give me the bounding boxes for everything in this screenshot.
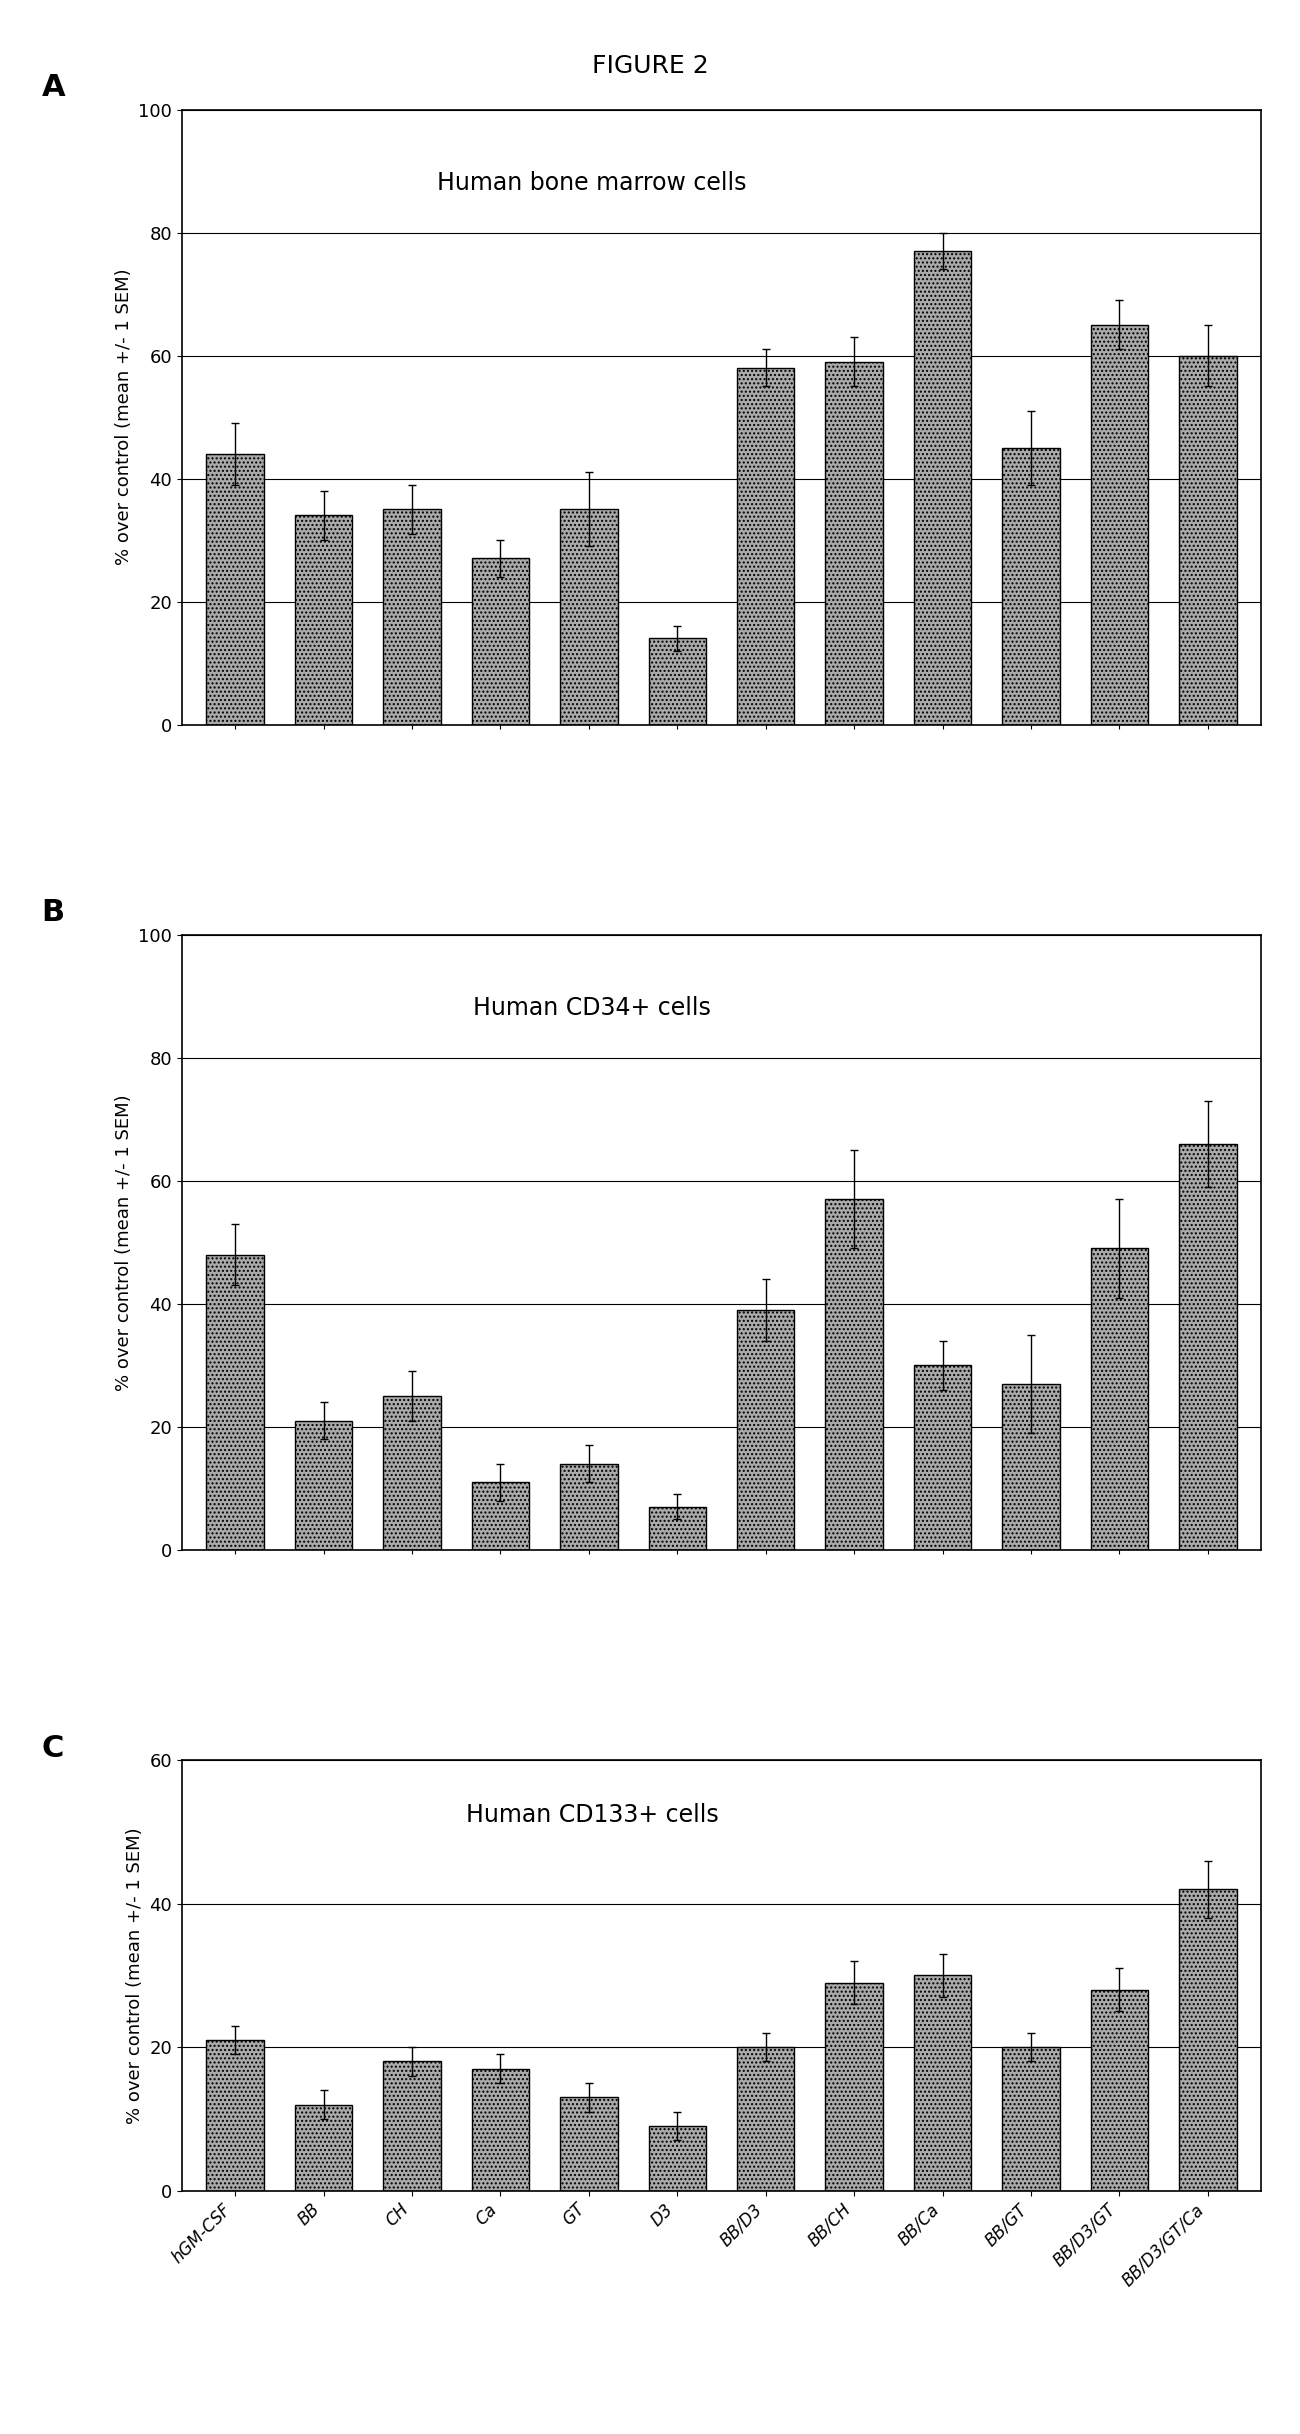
Bar (295, 516, 352, 725)
Bar (295, 1421, 352, 1550)
Bar (207, 453, 264, 725)
Y-axis label: % over control (mean +/- 1 SEM): % over control (mean +/- 1 SEM) (126, 1828, 144, 2125)
Bar (560, 1463, 617, 1550)
Bar (1002, 448, 1060, 725)
Bar (826, 363, 883, 725)
Bar (826, 1984, 883, 2191)
Bar (384, 1397, 441, 1550)
Bar (472, 1482, 529, 1550)
Bar (649, 638, 706, 725)
Bar (737, 1309, 794, 1550)
Bar (1091, 1989, 1148, 2191)
Y-axis label: % over control (mean +/- 1 SEM): % over control (mean +/- 1 SEM) (114, 1093, 133, 1390)
Bar (295, 2105, 352, 2191)
Text: Human CD34+ cells: Human CD34+ cells (473, 996, 711, 1020)
Text: Human CD133+ cells: Human CD133+ cells (465, 1804, 719, 1828)
Bar (207, 2040, 264, 2191)
Text: C: C (42, 1735, 64, 1762)
Text: FIGURE 2: FIGURE 2 (592, 54, 708, 78)
Bar (914, 1976, 971, 2191)
Bar (914, 1365, 971, 1550)
Bar (1091, 1249, 1148, 1550)
Bar (560, 509, 617, 725)
Bar (1091, 324, 1148, 725)
Text: Human bone marrow cells: Human bone marrow cells (437, 170, 746, 195)
Bar (1179, 355, 1236, 725)
Bar (826, 1200, 883, 1550)
Bar (914, 251, 971, 725)
Bar (1179, 1144, 1236, 1550)
Bar (384, 509, 441, 725)
Text: A: A (42, 73, 65, 102)
Bar (472, 2069, 529, 2191)
Bar (649, 2125, 706, 2191)
Bar (1179, 1889, 1236, 2191)
Bar (207, 1254, 264, 1550)
Bar (472, 557, 529, 725)
Bar (649, 1507, 706, 1550)
Bar (560, 2098, 617, 2191)
Bar (1002, 2047, 1060, 2191)
Text: B: B (42, 898, 65, 927)
Bar (737, 368, 794, 725)
Bar (384, 2062, 441, 2191)
Y-axis label: % over control (mean +/- 1 SEM): % over control (mean +/- 1 SEM) (114, 268, 133, 565)
Bar (737, 2047, 794, 2191)
Bar (1002, 1385, 1060, 1550)
